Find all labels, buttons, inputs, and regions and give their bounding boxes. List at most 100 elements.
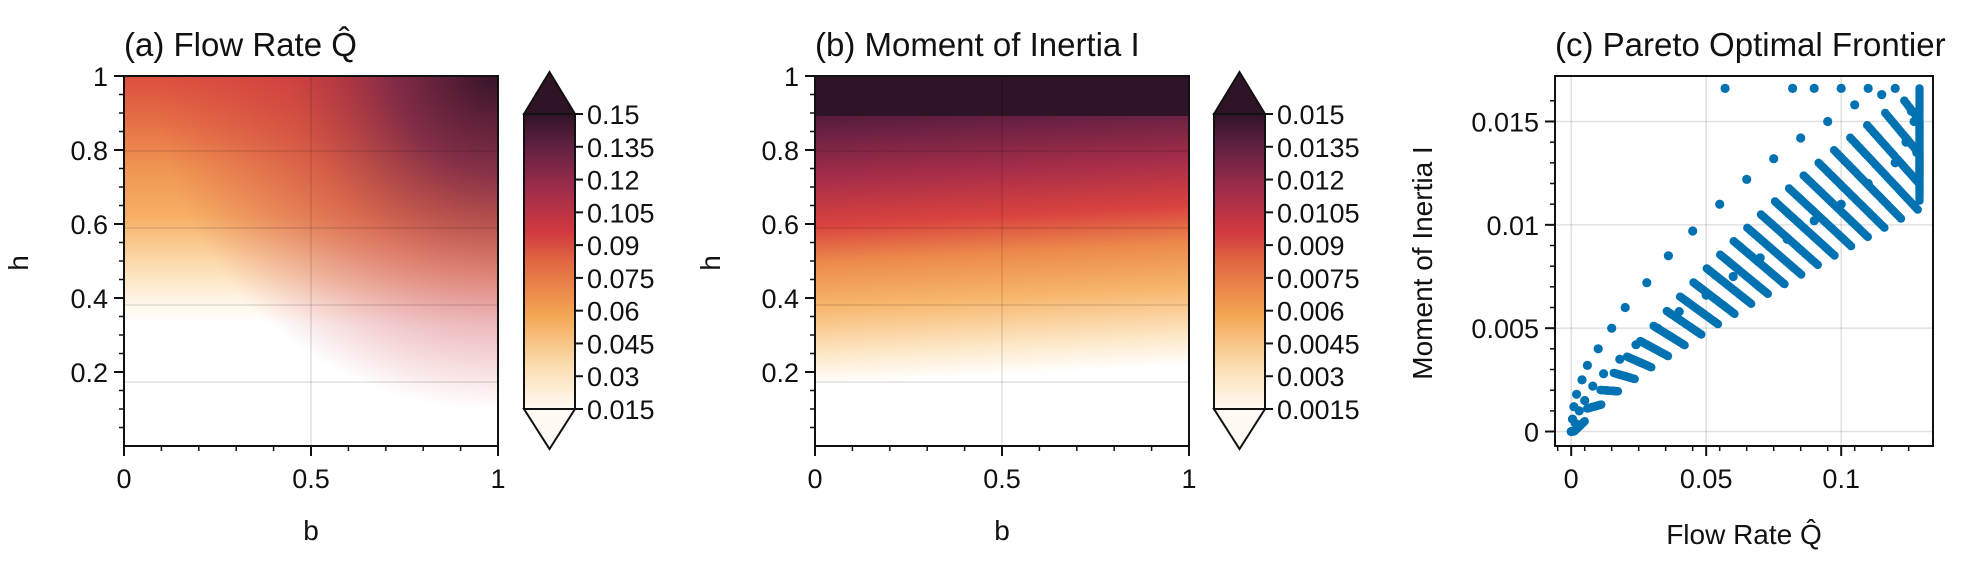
- scatter-point: [1580, 395, 1590, 406]
- scatter-point: [1577, 375, 1587, 385]
- x-axis-label-a: b: [303, 515, 319, 546]
- scatter-point: [1607, 323, 1617, 333]
- b-x-tick-label: 0.5: [983, 464, 1021, 494]
- scatter-point: [1813, 260, 1823, 270]
- scatter-point: [1582, 360, 1592, 370]
- scatter-point: [1769, 154, 1779, 164]
- a-colorbar-label: 0.12: [587, 166, 640, 196]
- scatter-point: [1653, 323, 1663, 333]
- panel-a-title: (a) Flow Rate Q̂: [124, 26, 357, 63]
- a-y-tick-label: 0.6: [70, 210, 108, 240]
- scatter-point: [1877, 90, 1887, 100]
- c-y-tick-label: 0.005: [1471, 314, 1539, 344]
- a-x-tick-label: 0.5: [292, 464, 330, 494]
- b-x-tick-label: 0: [807, 464, 822, 494]
- scatter-point: [1915, 169, 1924, 179]
- panel-pareto: (c) Pareto Optimal Frontier 0 0.05 0.1 0 0.0…: [1407, 26, 1946, 550]
- a-colorbar-label: 0.06: [587, 297, 640, 327]
- scatter-point: [1788, 83, 1798, 93]
- b-colorbar-label: 0.012: [1277, 166, 1345, 196]
- ticks-b: 0 0.5 1 0.2 0.4 0.6 0.8 1: [761, 62, 1196, 494]
- scatter-point: [1631, 340, 1641, 350]
- a-y-tick-label: 1: [93, 62, 108, 92]
- a-colorbar-label: 0.03: [587, 362, 640, 392]
- scatter-point: [1566, 426, 1576, 437]
- a-y-tick-label: 0.8: [70, 136, 108, 166]
- scatter-point: [1909, 116, 1919, 127]
- a-x-tick-label: 0: [116, 464, 131, 494]
- plot-frame-c: [1554, 75, 1934, 447]
- b-colorbar-label: 0.0045: [1277, 329, 1360, 359]
- a-x-tick-label: 1: [490, 464, 505, 494]
- colorbar-b: 0.00150.0030.00450.0060.00750.0090.01050…: [1212, 70, 1360, 451]
- scatter-point: [1697, 330, 1706, 339]
- scatter-point: [1863, 232, 1873, 242]
- scatter-point: [1836, 83, 1846, 93]
- b-y-tick-label: 0.2: [761, 358, 799, 388]
- scatter-point: [1730, 309, 1739, 319]
- scatter-point: [1913, 205, 1922, 214]
- scatter-point: [1915, 187, 1924, 196]
- scatter-point: [1574, 406, 1584, 416]
- b-y-tick-label: 0.6: [761, 210, 799, 240]
- heatmap-moment-of-inertia: [815, 76, 1189, 446]
- scatter-point: [1615, 354, 1625, 364]
- c-x-tick-label: 0.05: [1680, 464, 1733, 494]
- a-y-tick-label: 0.4: [70, 284, 108, 314]
- scatter-point: [1747, 299, 1756, 308]
- colorbar-a: 0.0150.030.0450.060.0750.090.1050.120.13…: [522, 70, 655, 451]
- scatter-point: [1890, 158, 1900, 168]
- scatter-point: [1763, 289, 1773, 299]
- scatter-point: [1896, 214, 1906, 223]
- scatter-point: [1796, 133, 1806, 143]
- scatter-point: [1630, 374, 1639, 384]
- scatter-point: [1742, 174, 1752, 184]
- scatter-point: [1620, 302, 1630, 313]
- scatter-point: [1901, 137, 1911, 147]
- scatter-point: [1588, 381, 1598, 391]
- scatter-point: [1890, 83, 1900, 93]
- scatter-point: [1688, 226, 1698, 236]
- x-axis-label-b: b: [994, 515, 1010, 546]
- panel-flow-rate: (a) Flow Rate Q̂ 0 0.5 10.20.40.60.81 b h …: [3, 26, 655, 546]
- scatter-point: [1880, 223, 1889, 232]
- scatter-point: [1906, 106, 1916, 116]
- scatter-point: [1846, 242, 1856, 251]
- c-x-tick-label: 0: [1564, 464, 1579, 494]
- a-colorbar-label: 0.075: [587, 264, 655, 294]
- colorbar-a-ticks: 0.0150.030.0450.060.0750.090.1050.120.13…: [575, 100, 655, 425]
- scatter-point: [1713, 319, 1723, 329]
- ticks-a: 0 0.5 1 0.2 0.4 0.6 0.8 1: [70, 62, 505, 494]
- b-colorbar-label: 0.0105: [1277, 198, 1360, 228]
- a-colorbar-label: 0.15: [587, 100, 640, 130]
- ticks-c: 0 0.05 0.1 0 0.005 0.01 0.015: [1471, 100, 1910, 494]
- y-axis-label-a: h: [3, 255, 34, 271]
- scatter-point: [1782, 234, 1792, 244]
- c-y-tick-label: 0: [1524, 418, 1539, 448]
- scatter-point: [1642, 278, 1652, 288]
- b-colorbar-label: 0.0075: [1277, 264, 1360, 294]
- scatter-pareto: [1566, 83, 1924, 437]
- scatter-point: [1570, 418, 1580, 428]
- y-axis-label-b: h: [695, 255, 726, 271]
- scatter-point: [1613, 387, 1623, 396]
- b-colorbar-label: 0.006: [1277, 297, 1345, 327]
- b-colorbar-label: 0.009: [1277, 231, 1345, 261]
- scatter-point: [1663, 351, 1673, 361]
- scatter-point: [1580, 417, 1589, 426]
- scatter-point: [1599, 369, 1609, 379]
- scatter-point: [1572, 389, 1582, 399]
- a-y-tick-label: 0.2: [70, 358, 108, 388]
- x-axis-label-c: Flow Rate Q̂: [1666, 519, 1822, 550]
- b-colorbar-label: 0.003: [1277, 362, 1345, 392]
- scatter-point: [1809, 83, 1819, 93]
- c-x-tick-label: 0.1: [1822, 464, 1860, 494]
- scatter-point: [1701, 290, 1711, 300]
- a-colorbar-label: 0.135: [587, 133, 655, 163]
- b-y-tick-label: 0.8: [761, 136, 799, 166]
- y-axis-label-c: Moment of Inertia I: [1407, 146, 1438, 379]
- scatter-point: [1720, 83, 1730, 93]
- a-colorbar-label: 0.015: [587, 395, 655, 425]
- scatter-point: [1863, 178, 1873, 189]
